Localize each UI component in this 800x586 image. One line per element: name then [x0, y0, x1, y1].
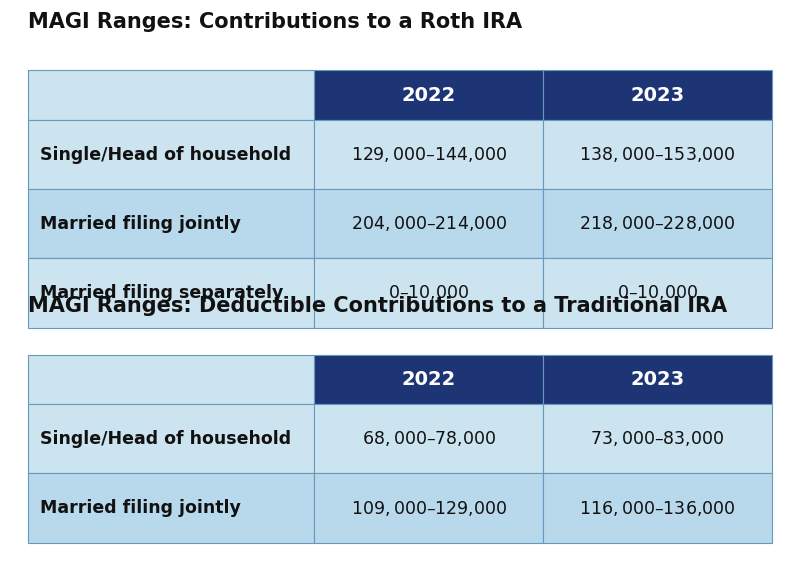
Text: $218,000–$228,000: $218,000–$228,000 [579, 214, 736, 233]
Bar [314, 473, 543, 543]
Text: Single/Head of household: Single/Head of household [40, 430, 291, 448]
Bar [543, 355, 772, 404]
Bar [543, 70, 772, 120]
Bar [28, 473, 314, 543]
Text: $116,000–$136,000: $116,000–$136,000 [579, 499, 736, 517]
Bar [314, 258, 543, 328]
Bar [28, 258, 314, 328]
Text: MAGI Ranges: Contributions to a Roth IRA: MAGI Ranges: Contributions to a Roth IRA [28, 12, 522, 32]
Bar [28, 355, 314, 404]
Bar [28, 189, 314, 258]
Text: Married filing separately: Married filing separately [40, 284, 283, 302]
Bar [314, 120, 543, 189]
Text: $0–$10,000: $0–$10,000 [617, 284, 698, 302]
Bar [543, 258, 772, 328]
Text: $204,000–$214,000: $204,000–$214,000 [350, 214, 507, 233]
Bar [543, 120, 772, 189]
Text: MAGI Ranges: Deductible Contributions to a Traditional IRA: MAGI Ranges: Deductible Contributions to… [28, 297, 727, 316]
Text: 2022: 2022 [402, 370, 456, 389]
Text: $0–$10,000: $0–$10,000 [388, 284, 470, 302]
Text: Single/Head of household: Single/Head of household [40, 146, 291, 163]
Bar [28, 404, 314, 473]
Bar [314, 404, 543, 473]
Bar [543, 473, 772, 543]
Text: $109,000–$129,000: $109,000–$129,000 [350, 499, 507, 517]
Bar [543, 189, 772, 258]
Text: Married filing jointly: Married filing jointly [40, 215, 241, 233]
Bar [28, 70, 314, 120]
Text: $138,000–$153,000: $138,000–$153,000 [579, 145, 736, 164]
Bar [543, 404, 772, 473]
Text: 2023: 2023 [630, 370, 685, 389]
Text: 2023: 2023 [630, 86, 685, 105]
Text: $129,000–$144,000: $129,000–$144,000 [350, 145, 507, 164]
Bar [314, 189, 543, 258]
Text: Married filing jointly: Married filing jointly [40, 499, 241, 517]
Text: $73,000–$83,000: $73,000–$83,000 [590, 430, 725, 448]
Bar [314, 355, 543, 404]
Text: 2022: 2022 [402, 86, 456, 105]
Text: $68,000–$78,000: $68,000–$78,000 [362, 430, 496, 448]
Bar [28, 120, 314, 189]
Bar [314, 70, 543, 120]
